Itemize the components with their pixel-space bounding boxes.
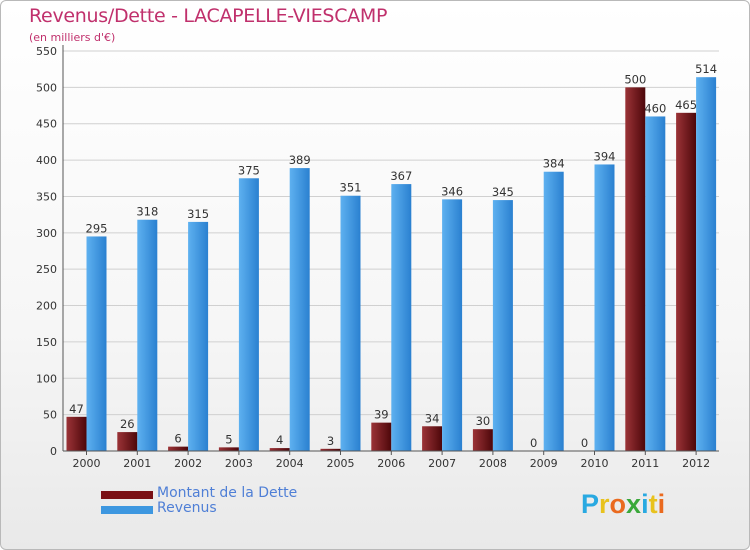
value-label-revenus: 367 — [390, 169, 412, 183]
bar-dette — [625, 87, 646, 451]
x-tick-label: 2010 — [581, 457, 609, 470]
x-tick-label: 2005 — [327, 457, 355, 470]
value-label-dette: 6 — [174, 432, 181, 446]
y-tick-label: 550 — [36, 45, 57, 58]
value-label-revenus: 315 — [187, 207, 209, 221]
x-tick-label: 2011 — [631, 457, 659, 470]
y-tick-label: 200 — [36, 300, 57, 313]
proxiti-logo: Proxiti — [581, 489, 665, 520]
value-label-revenus: 345 — [492, 185, 514, 199]
bar-revenus — [238, 178, 259, 452]
bar-revenus — [543, 171, 564, 451]
value-label-dette: 34 — [425, 411, 440, 425]
y-tick-label: 250 — [36, 263, 57, 276]
logo-letter: P — [581, 489, 600, 519]
value-labels-layer: 47 295 26 318 6 315 5 375 4 389 3 351 39 367 34 346 30 34… — [69, 62, 717, 450]
y-tick-label: 400 — [36, 154, 57, 167]
y-tick-label: 500 — [36, 81, 57, 94]
bar-revenus — [645, 116, 666, 452]
y-tick-label: 150 — [36, 336, 57, 349]
value-label-dette: 3 — [327, 434, 334, 448]
bar-dette — [472, 429, 493, 451]
x-tick-label: 2008 — [479, 457, 507, 470]
chart-title: Revenus/Dette - LACAPELLE-VIESCAMP — [29, 5, 388, 27]
bar-revenus — [86, 236, 107, 451]
legend-swatch-dette — [101, 491, 153, 499]
x-tick-label: 2003 — [225, 457, 253, 470]
logo-letter: x — [626, 489, 642, 519]
bar-dette — [66, 416, 87, 451]
value-label-revenus: 384 — [543, 157, 565, 171]
value-label-dette: 26 — [120, 417, 135, 431]
x-tick-label: 2012 — [682, 457, 710, 470]
value-label-dette: 500 — [624, 72, 646, 86]
x-tick-label: 2000 — [73, 457, 101, 470]
bars-layer — [66, 77, 717, 452]
bar-revenus — [188, 221, 209, 451]
value-label-revenus: 351 — [340, 181, 362, 195]
legend-label-revenus: Revenus — [157, 500, 217, 516]
bar-dette — [371, 422, 392, 451]
value-label-dette: 0 — [530, 436, 537, 450]
logo-letter: o — [609, 489, 627, 519]
y-tick-label: 350 — [36, 190, 57, 203]
value-label-dette: 5 — [225, 432, 232, 446]
bar-revenus — [391, 184, 412, 451]
value-label-dette: 47 — [69, 402, 84, 416]
value-label-dette: 465 — [675, 98, 697, 112]
logo-letter: t — [648, 489, 658, 519]
y-tick-label: 50 — [43, 409, 57, 422]
x-tick-label: 2002 — [174, 457, 202, 470]
y-tick-label: 100 — [36, 372, 57, 385]
value-label-revenus: 318 — [136, 205, 158, 219]
value-label-dette: 0 — [581, 436, 588, 450]
bar-revenus — [137, 219, 158, 451]
logo-letter: r — [599, 489, 610, 519]
bar-revenus — [492, 200, 513, 451]
bar-revenus — [594, 164, 615, 452]
bar-revenus — [340, 195, 361, 451]
value-label-dette: 30 — [476, 414, 491, 428]
logo-letter: i — [641, 489, 649, 519]
value-label-dette: 39 — [374, 408, 389, 422]
bar-revenus — [289, 168, 310, 451]
bar-dette — [422, 426, 443, 451]
value-label-dette: 4 — [276, 433, 283, 447]
chart-subtitle: (en milliers d'€) — [29, 31, 116, 44]
bar-dette — [676, 112, 697, 452]
grid-layer — [63, 50, 719, 416]
legend-label-dette: Montant de la Dette — [157, 485, 298, 501]
y-tick-label: 0 — [50, 445, 57, 458]
value-label-revenus: 389 — [289, 153, 311, 167]
bar-revenus — [442, 199, 463, 451]
x-tick-label: 2007 — [428, 457, 456, 470]
legend-swatch-revenus — [101, 506, 153, 514]
bar-dette — [218, 447, 239, 451]
bar-dette — [269, 448, 290, 451]
value-label-revenus: 514 — [695, 62, 717, 76]
x-tick-label: 2001 — [123, 457, 151, 470]
y-tick-label: 450 — [36, 118, 57, 131]
value-label-revenus: 375 — [238, 163, 260, 177]
value-label-revenus: 295 — [86, 221, 108, 235]
y-tick-label: 300 — [36, 227, 57, 240]
x-tick-label: 2009 — [530, 457, 558, 470]
value-label-revenus: 460 — [644, 101, 666, 115]
logo-letter: i — [657, 489, 666, 519]
bar-dette — [168, 446, 189, 451]
x-tick-label: 2004 — [276, 457, 304, 470]
bar-dette — [320, 448, 341, 451]
bar-dette — [117, 432, 138, 451]
value-label-revenus: 346 — [441, 184, 463, 198]
value-label-revenus: 394 — [594, 149, 616, 163]
bar-revenus — [696, 77, 717, 451]
x-tick-label: 2006 — [377, 457, 405, 470]
